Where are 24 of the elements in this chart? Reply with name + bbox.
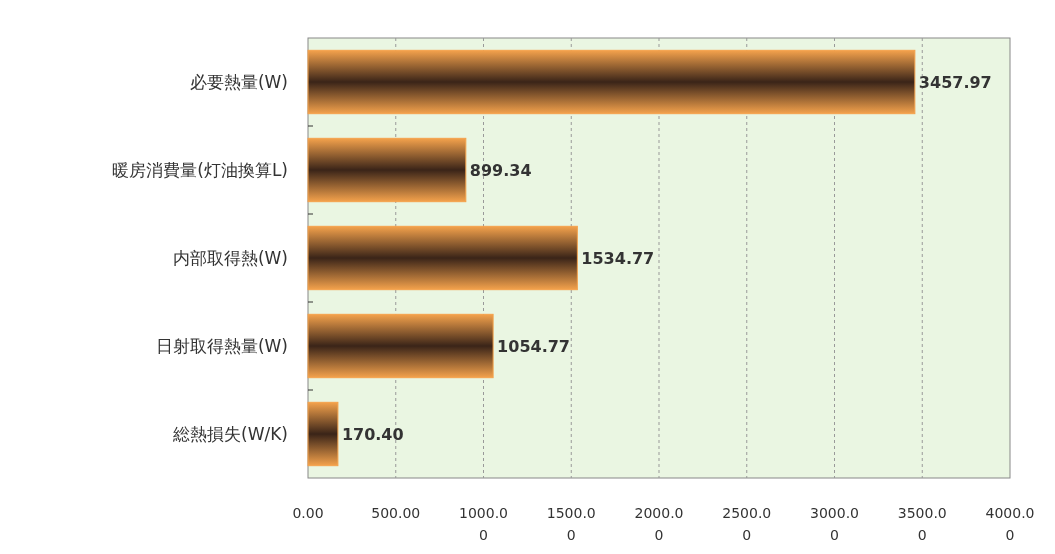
bar [307,137,467,203]
y-tick-label: 暖房消費量(灯油換算L) [112,160,288,180]
x-tick-label: 3500.00 [897,505,947,543]
data-label: 170.40 [341,425,404,444]
x-tick-label: 4000.00 [985,505,1035,543]
bar [307,49,916,115]
data-label: 1054.77 [497,337,570,356]
bar [307,401,339,467]
x-tick-label: 3000.00 [810,505,859,543]
data-label: 1534.77 [581,249,655,268]
data-label: 3457.97 [918,73,992,92]
y-tick-label: 内部取得熱(W) [172,248,288,268]
x-tick-label: 2000.00 [634,505,684,543]
bar [307,225,578,291]
y-tick-label: 総熱損失(W/K) [172,424,288,444]
data-label: 899.34 [469,161,532,180]
x-tick-label: 500.00 [371,505,421,521]
y-tick-label: 日射取得熱量(W) [155,336,288,356]
x-tick-label: 2500.00 [722,505,772,543]
bar [307,313,494,379]
x-tick-label: 1000.00 [459,505,508,543]
y-tick-label: 必要熱量(W) [189,72,288,92]
x-tick-label: 1500.00 [546,505,596,543]
x-tick-label: 0.00 [292,505,324,521]
